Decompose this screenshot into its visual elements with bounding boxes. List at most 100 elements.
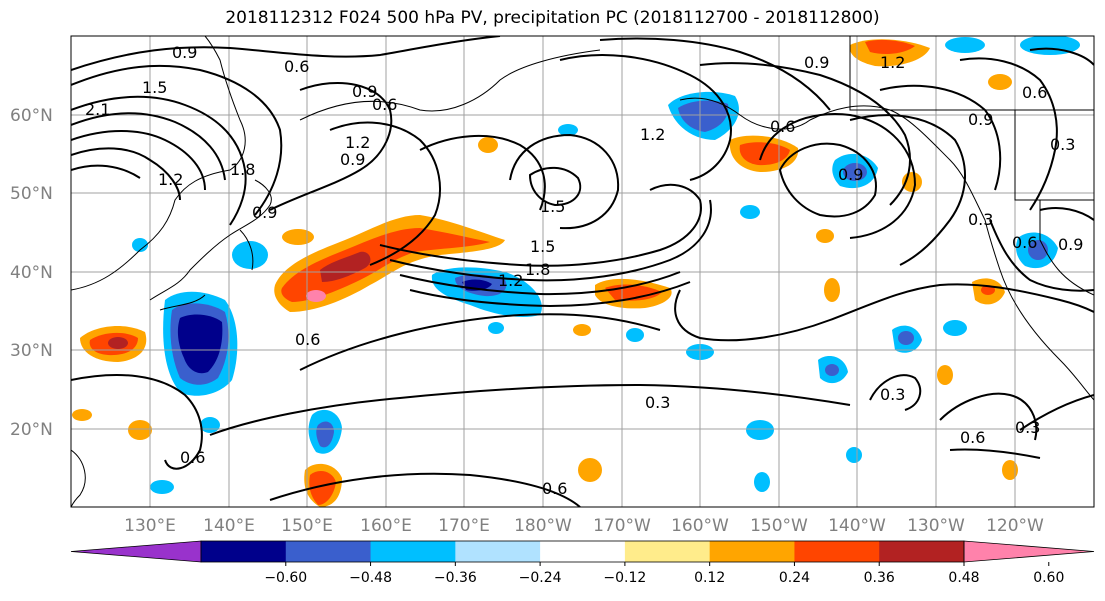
colorbar-tick-label: 0.48 bbox=[948, 570, 979, 586]
contour-label: 1.2 bbox=[640, 125, 665, 144]
colorbar-tick-label: −0.12 bbox=[603, 570, 646, 586]
contour-label: 1.5 bbox=[540, 197, 565, 216]
lat-label-60n: 60°N bbox=[10, 106, 53, 126]
colorbar-tick-label: −0.60 bbox=[264, 570, 307, 586]
precip-anomaly-negative bbox=[945, 37, 985, 53]
contour-label: 0.9 bbox=[172, 43, 197, 62]
contour-label: 0.9 bbox=[340, 150, 365, 169]
contour-label: 0.3 bbox=[645, 393, 670, 412]
precip-anomaly-strong-negative bbox=[316, 421, 334, 448]
lon-label: 120°W bbox=[986, 516, 1044, 536]
precip-anomaly-negative bbox=[626, 328, 644, 342]
colorbar-border bbox=[200, 540, 965, 563]
contour-labels: 0.9 0.6 1.5 2.1 1.2 1.8 0.9 0.6 0.9 1.2 … bbox=[85, 43, 1083, 498]
lon-label: 180°W bbox=[514, 516, 572, 536]
colorbar-tick-label: −0.24 bbox=[519, 570, 562, 586]
precip-anomaly-positive bbox=[72, 409, 92, 421]
precip-anomaly-positive bbox=[816, 229, 834, 243]
lon-label: 170°E bbox=[438, 516, 490, 536]
lat-label-30n: 30°N bbox=[10, 341, 53, 361]
precip-anomaly-positive bbox=[937, 365, 953, 385]
pv-contours bbox=[71, 36, 1094, 507]
map-field bbox=[71, 36, 1094, 507]
precip-anomaly-strong bbox=[865, 39, 915, 54]
contour-label: 0.9 bbox=[1058, 235, 1083, 254]
latitude-labels: 60°N 50°N 40°N 30°N 20°N bbox=[10, 106, 53, 440]
contour-label: 0.6 bbox=[284, 57, 309, 76]
colorbar-segment bbox=[285, 541, 372, 562]
contour-label: 1.2 bbox=[158, 170, 183, 189]
contour-label: 1.5 bbox=[530, 237, 555, 256]
lat-label-20n: 20°N bbox=[10, 420, 53, 440]
lat-label-50n: 50°N bbox=[10, 184, 53, 204]
contour-label: 0.9 bbox=[352, 82, 377, 101]
precip-anomaly-negative bbox=[200, 417, 220, 433]
contour-label: 0.3 bbox=[968, 210, 993, 229]
precip-anomaly-positive bbox=[1002, 460, 1018, 480]
colorbar-segment bbox=[624, 541, 711, 562]
precip-shading bbox=[72, 36, 1080, 507]
map-gridlines bbox=[71, 36, 1094, 507]
contour-label: 0.9 bbox=[838, 165, 863, 184]
contour-label: 0.6 bbox=[770, 117, 795, 136]
lon-label: 160°E bbox=[360, 516, 412, 536]
lon-label: 130°W bbox=[907, 516, 965, 536]
colorbar-extend-high bbox=[963, 540, 1095, 563]
contour-label: 1.2 bbox=[498, 271, 523, 290]
precip-anomaly-max bbox=[320, 251, 371, 282]
precip-anomaly-max bbox=[108, 337, 128, 349]
contour-label: 0.9 bbox=[252, 203, 277, 222]
precip-anomaly-positive bbox=[824, 278, 840, 302]
precip-anomaly-strong-negative bbox=[825, 364, 839, 376]
colorbar-segment bbox=[879, 541, 965, 562]
precip-anomaly-positive bbox=[578, 458, 602, 482]
lon-label: 140°W bbox=[828, 516, 886, 536]
colorbar-tick-label: 0.60 bbox=[1033, 570, 1064, 586]
lon-label: 170°W bbox=[593, 516, 651, 536]
colorbar-segment bbox=[709, 541, 795, 562]
contour-label: 1.2 bbox=[345, 133, 370, 152]
colorbar-segment bbox=[201, 541, 287, 562]
lon-label: 140°E bbox=[203, 516, 255, 536]
precip-anomaly-negative bbox=[150, 480, 174, 494]
contour-label: 1.5 bbox=[142, 78, 167, 97]
contour-label: 0.6 bbox=[180, 448, 205, 467]
contour-label: 0.9 bbox=[968, 110, 993, 129]
precip-anomaly-negative bbox=[754, 472, 770, 492]
precip-anomaly-negative bbox=[746, 420, 774, 440]
lon-label: 150°E bbox=[281, 516, 333, 536]
contour-label: 0.6 bbox=[960, 428, 985, 447]
precip-anomaly-peak bbox=[306, 290, 326, 302]
precip-anomaly-positive bbox=[478, 137, 498, 153]
lon-label: 130°E bbox=[124, 516, 176, 536]
precip-anomaly-positive bbox=[988, 74, 1012, 90]
contour-label: 0.3 bbox=[1015, 418, 1040, 437]
colorbar-segment bbox=[455, 541, 541, 562]
precip-anomaly-negative bbox=[488, 322, 504, 334]
precip-anomaly-strong bbox=[739, 142, 790, 166]
colorbar-tick-label: 0.12 bbox=[694, 570, 725, 586]
precip-anomaly-strong-negative bbox=[843, 163, 867, 181]
contour-label: 0.6 bbox=[295, 330, 320, 349]
contour-label: 0.3 bbox=[1050, 135, 1075, 154]
colorbar-tick-label: 0.36 bbox=[864, 570, 895, 586]
precip-anomaly-positive bbox=[573, 324, 591, 336]
contour-label: 2.1 bbox=[85, 100, 110, 119]
precip-anomaly-negative bbox=[558, 124, 578, 136]
colorbar-tick-label: −0.48 bbox=[349, 570, 392, 586]
coastlines bbox=[71, 36, 1094, 507]
contour-label: 0.6 bbox=[542, 479, 567, 498]
precip-anomaly-negative bbox=[943, 320, 967, 336]
lon-label: 160°W bbox=[671, 516, 729, 536]
contour-label: 0.6 bbox=[1022, 83, 1047, 102]
contour-label: 0.6 bbox=[372, 95, 397, 114]
contour-label: 0.6 bbox=[1012, 233, 1037, 252]
precip-anomaly-strong bbox=[309, 470, 336, 505]
colorbar-segment bbox=[794, 541, 880, 562]
contour-label: 1.8 bbox=[230, 160, 255, 179]
map-border bbox=[70, 35, 1095, 508]
contour-label: 1.2 bbox=[880, 53, 905, 72]
lat-label-40n: 40°N bbox=[10, 263, 53, 283]
precip-anomaly-positive bbox=[128, 420, 152, 440]
